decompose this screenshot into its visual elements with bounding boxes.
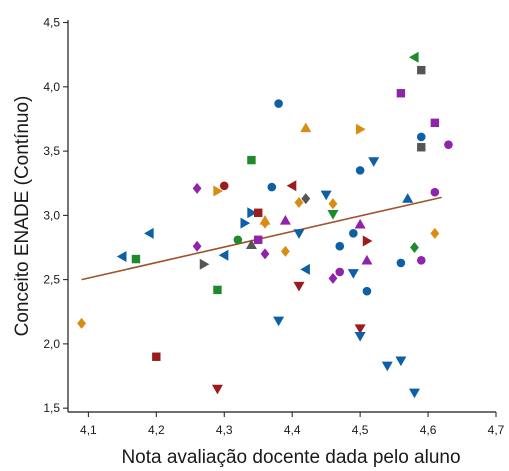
data-point: [293, 281, 305, 292]
data-point: [354, 332, 366, 342]
data-point: [396, 89, 406, 98]
data-point: [368, 157, 380, 167]
data-point: [335, 241, 345, 251]
x-tick-label: 4,6: [420, 423, 437, 437]
data-point: [300, 263, 310, 275]
data-point: [77, 317, 86, 329]
data-point: [361, 254, 373, 265]
y-axis-label: Conceito ENADE (Contínuo): [12, 96, 33, 337]
y-tick-label: 4,5: [43, 16, 60, 30]
data-point: [260, 248, 270, 260]
data-point: [233, 235, 243, 245]
data-point: [152, 352, 161, 361]
data-point: [218, 249, 229, 261]
data-point: [395, 356, 407, 367]
data-point: [240, 217, 251, 229]
data-point: [362, 286, 372, 296]
data-point: [300, 122, 312, 133]
x-tick-label: 4,2: [148, 423, 165, 437]
data-point: [320, 190, 332, 201]
x-axis-ticks: 4,1 4,2 4,3 4,4 4,5 4,6 4,7: [80, 412, 505, 437]
data-point: [416, 256, 426, 265]
data-point: [192, 182, 202, 194]
data-point: [416, 132, 426, 142]
data-point: [444, 140, 453, 149]
data-point: [254, 235, 263, 244]
data-point: [116, 250, 127, 262]
data-point: [430, 118, 440, 128]
data-point: [349, 229, 358, 238]
data-point: [327, 209, 339, 220]
data-point: [199, 258, 210, 270]
data-point: [280, 245, 290, 257]
data-point: [328, 272, 338, 284]
data-point: [274, 99, 283, 108]
y-tick-label: 4,0: [43, 80, 60, 94]
data-point: [356, 123, 366, 135]
data-point: [417, 65, 426, 75]
data-point: [211, 384, 223, 395]
data-point: [417, 143, 426, 152]
x-tick-label: 4,5: [352, 423, 369, 437]
data-point: [144, 227, 154, 239]
data-point: [247, 155, 256, 165]
data-point: [362, 235, 373, 247]
data-point: [192, 240, 202, 252]
y-tick-label: 1,5: [43, 401, 60, 415]
data-point: [267, 182, 277, 192]
data-point: [273, 316, 285, 327]
data-point: [245, 239, 257, 250]
y-axis-ticks: 1,5 2,0 2,5 3,0 3,5 4,0 4,5: [43, 16, 68, 415]
x-tick-label: 4,1: [80, 423, 97, 437]
y-tick-label: 3,5: [43, 144, 60, 158]
axes: [67, 20, 496, 413]
data-point: [247, 207, 257, 219]
data-point: [279, 214, 291, 225]
data-point: [410, 241, 419, 253]
data-point: [335, 267, 345, 277]
data-point: [219, 181, 229, 191]
data-point: [408, 51, 419, 63]
data-point: [286, 180, 297, 192]
data-point: [294, 197, 304, 209]
data-point: [381, 361, 393, 372]
data-point: [328, 198, 338, 210]
data-point: [213, 285, 222, 295]
x-tick-label: 4,3: [216, 423, 233, 437]
data-point: [293, 229, 305, 239]
x-tick-label: 4,4: [284, 423, 301, 437]
data-point: [354, 218, 366, 229]
data-point: [301, 193, 311, 205]
x-tick-label: 4,7: [488, 423, 505, 437]
data-point: [430, 187, 440, 197]
data-points: [77, 51, 453, 399]
data-point: [354, 324, 366, 334]
x-axis-label: Nota avaliação docente dada pelo aluno: [121, 447, 460, 468]
data-point: [396, 258, 406, 268]
data-point: [402, 193, 414, 203]
data-point: [213, 185, 223, 197]
data-point: [355, 166, 365, 175]
y-tick-label: 2,5: [43, 273, 60, 287]
data-point: [254, 208, 263, 217]
y-tick-label: 2,0: [43, 337, 60, 351]
y-tick-label: 3,0: [43, 208, 60, 222]
data-point: [131, 254, 141, 264]
data-point: [408, 388, 420, 399]
data-point: [347, 269, 359, 279]
data-point: [260, 217, 270, 229]
data-point: [430, 227, 440, 239]
